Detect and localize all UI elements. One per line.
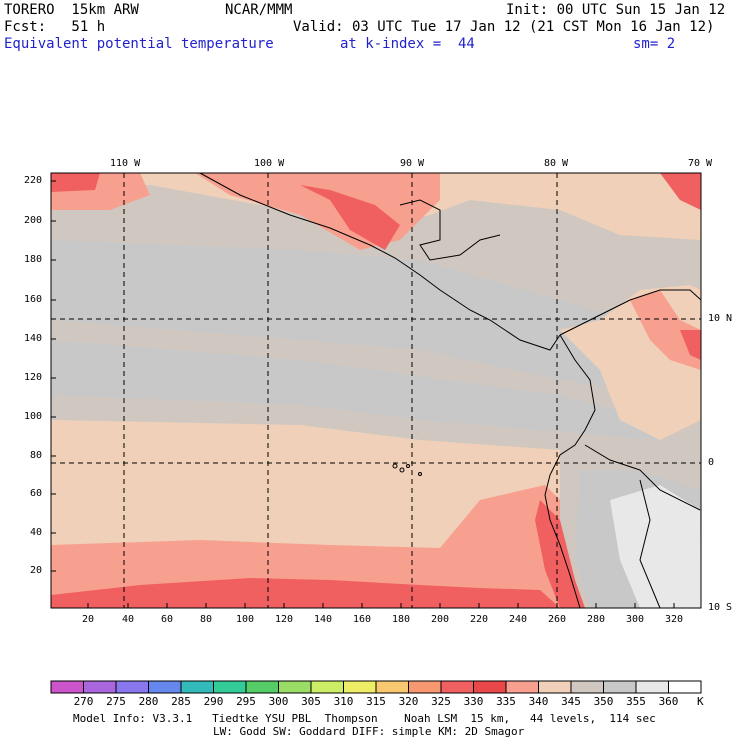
axis-ticks — [51, 180, 675, 608]
lat-label-10s: 10 S — [708, 602, 733, 613]
colorbar-swatch — [180, 680, 214, 694]
y-tick: 60 — [30, 488, 43, 499]
y-tick: 140 — [24, 333, 43, 344]
colorbar-swatch — [213, 680, 247, 694]
lat-label-0: 0 — [708, 457, 715, 468]
x-tick: 180 — [392, 614, 411, 625]
lon-label-110w: 110 W — [110, 158, 141, 169]
colorbar-swatch — [473, 680, 507, 694]
x-tick: 60 — [161, 614, 174, 625]
colorbar-label: 270 — [73, 695, 94, 708]
forecast-hour: Fcst: 51 h — [4, 19, 106, 35]
init-time: Init: 00 UTC Sun 15 Jan 12 — [506, 2, 726, 18]
x-tick: 320 — [665, 614, 684, 625]
colorbar-label: 310 — [333, 695, 354, 708]
y-tick: 80 — [30, 450, 43, 461]
colorbar-label: 290 — [203, 695, 224, 708]
x-tick: 100 — [236, 614, 255, 625]
lat-label-10n: 10 N — [708, 313, 733, 324]
x-tick: 160 — [353, 614, 372, 625]
colorbar-label: 340 — [528, 695, 549, 708]
y-tick: 100 — [24, 411, 43, 422]
x-tick: 40 — [122, 614, 135, 625]
colorbar-swatch — [115, 680, 149, 694]
colorbar-label: 345 — [561, 695, 581, 708]
model-name: TORERO 15km ARW — [4, 2, 139, 18]
colorbar-label: 350 — [593, 695, 614, 708]
colorbar-label: 360 — [658, 695, 679, 708]
y-tick: 160 — [24, 294, 43, 305]
colorbar-label: 330 — [463, 695, 484, 708]
physics-info: LW: Godd SW: Goddard DIFF: simple KM: 2D… — [213, 725, 525, 738]
colorbar-swatch — [635, 680, 669, 694]
map-frame — [50, 172, 702, 609]
x-tick: 220 — [470, 614, 489, 625]
smoothing: sm= 2 — [633, 36, 676, 52]
field-name: Equivalent potential temperature — [4, 36, 274, 52]
colorbar-label: 325 — [431, 695, 451, 708]
x-tick: 280 — [587, 614, 606, 625]
valid-time: Valid: 03 UTC Tue 17 Jan 12 (21 CST Mon … — [293, 19, 715, 35]
x-tick: 240 — [509, 614, 528, 625]
colorbar-label: 335 — [496, 695, 516, 708]
colorbar-label: 285 — [171, 695, 191, 708]
colorbar-label: 275 — [106, 695, 126, 708]
colorbar-swatch — [603, 680, 637, 694]
colorbar-label: 300 — [268, 695, 289, 708]
colorbar-unit: K — [697, 695, 704, 708]
model-info: Model Info: V3.3.1 Tiedtke YSU PBL Thomp… — [73, 712, 656, 725]
x-tick: 140 — [314, 614, 333, 625]
x-tick: 260 — [548, 614, 567, 625]
y-tick: 120 — [24, 372, 43, 383]
colorbar-swatch — [310, 680, 344, 694]
colorbar-swatch — [343, 680, 377, 694]
organization: NCAR/MMM — [225, 2, 293, 18]
x-tick: 300 — [626, 614, 645, 625]
colorbar-swatch — [668, 680, 702, 694]
x-tick: 20 — [82, 614, 95, 625]
y-tick: 20 — [30, 565, 43, 576]
colorbar-label: 320 — [398, 695, 419, 708]
colorbar-swatch — [408, 680, 442, 694]
colorbar-swatch — [505, 680, 539, 694]
y-tick: 220 — [24, 175, 43, 186]
y-tick: 180 — [24, 254, 43, 265]
colorbar-label: 355 — [626, 695, 646, 708]
lon-label-70w: 70 W — [688, 158, 713, 169]
colorbar-label: 315 — [366, 695, 386, 708]
colorbar-swatch — [50, 680, 84, 694]
theta-e-field — [51, 173, 701, 608]
graticule — [51, 173, 701, 608]
lon-label-90w: 90 W — [400, 158, 425, 169]
x-tick: 80 — [200, 614, 213, 625]
colorbar-label: 280 — [138, 695, 159, 708]
colorbar-swatch — [440, 680, 474, 694]
y-tick: 200 — [24, 215, 43, 226]
colorbar-swatch — [83, 680, 117, 694]
colorbar-swatch — [538, 680, 572, 694]
level-index: at k-index = 44 — [340, 36, 475, 52]
colorbar-label: 295 — [236, 695, 256, 708]
colorbar-swatch — [375, 680, 409, 694]
colorbar-swatch — [148, 680, 182, 694]
colorbar — [50, 680, 702, 694]
coastlines — [199, 172, 702, 609]
y-tick: 40 — [30, 527, 43, 538]
lon-label-80w: 80 W — [544, 158, 569, 169]
x-tick: 200 — [431, 614, 450, 625]
colorbar-label: 305 — [301, 695, 321, 708]
lon-label-100w: 100 W — [254, 158, 285, 169]
colorbar-swatch — [570, 680, 604, 694]
colorbar-swatch — [278, 680, 312, 694]
x-tick: 120 — [275, 614, 294, 625]
colorbar-swatch — [245, 680, 279, 694]
